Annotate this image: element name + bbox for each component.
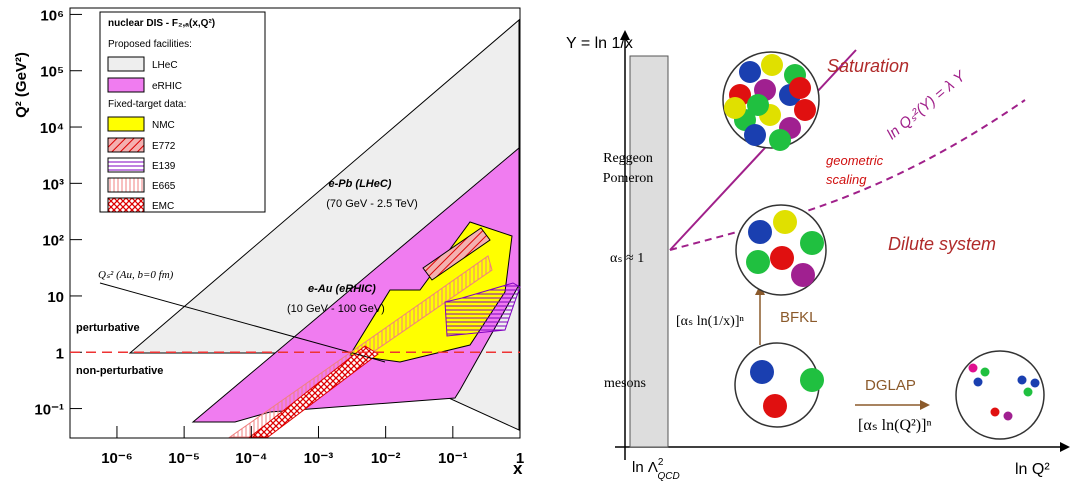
dglap-label: DGLAP	[865, 377, 916, 394]
y-tick-label: 1	[56, 345, 64, 362]
parton	[773, 210, 797, 234]
left-plot: nuclear DIS - F₂,ₐ(x,Q²) Proposed facili…	[13, 7, 524, 478]
parton	[744, 124, 766, 146]
dglap-term: [αₛ ln(Q²)]ⁿ	[858, 417, 932, 434]
legend-swatch	[107, 77, 145, 93]
saturation-line-label: ln Qₛ²(Y) = λ Y	[884, 67, 970, 143]
y-axis-label: Y = ln 1/x	[566, 35, 633, 52]
parton	[748, 220, 772, 244]
y-tick-label: 10⁻¹	[34, 402, 64, 419]
erhic-region	[191, 146, 520, 423]
bar-label: mesons	[604, 376, 646, 391]
parton	[770, 246, 794, 270]
legend-label: E139	[152, 161, 176, 172]
parton	[750, 360, 774, 384]
bar-label: αₛ ≈ 1	[610, 251, 644, 266]
parton	[747, 94, 769, 116]
x-tick-label: 10⁻⁵	[168, 450, 200, 467]
x-tick-label: 10⁻³	[304, 450, 334, 467]
legend-label: eRHIC	[152, 81, 182, 92]
legend-swatch	[107, 56, 145, 72]
parton	[1023, 387, 1033, 397]
emc-region	[248, 345, 379, 438]
parton	[794, 99, 816, 121]
y-tick-label: 10⁶	[40, 7, 64, 24]
legend-label: LHeC	[152, 60, 178, 71]
parton	[1030, 378, 1040, 388]
x-axis-label: ln Q²	[1015, 461, 1050, 478]
annotation: (70 GeV - 2.5 TeV)	[326, 198, 418, 210]
region-label: Saturation	[827, 56, 909, 76]
region-label: Dilute system	[888, 234, 996, 254]
parton	[990, 407, 1000, 417]
legend-swatch	[107, 157, 145, 173]
y-tick-label: 10⁵	[40, 64, 64, 81]
x-tick-label: 10⁻⁴	[235, 450, 267, 467]
annotation: (10 GeV - 100 GeV)	[287, 303, 385, 315]
parton	[1017, 375, 1027, 385]
legend-swatch	[107, 197, 145, 213]
legend-group: Fixed-target data:	[108, 99, 186, 110]
x-tick-label: 10⁻⁶	[101, 450, 133, 467]
parton	[724, 97, 746, 119]
parton	[968, 363, 978, 373]
annotation: non-perturbative	[76, 365, 163, 377]
e665-region	[228, 255, 493, 438]
parton	[980, 367, 990, 377]
parton	[746, 250, 770, 274]
legend-swatch	[107, 116, 145, 132]
parton	[769, 129, 791, 151]
legend-label: NMC	[152, 120, 175, 131]
parton	[800, 231, 824, 255]
annotation: perturbative	[76, 322, 140, 334]
bar-label: Pomeron	[603, 171, 654, 186]
bfkl-term: [αₛ ln(1/x)]ⁿ	[676, 314, 744, 329]
resolved-proton	[955, 350, 1045, 440]
x-tick-label: 10⁻¹	[438, 450, 468, 467]
parton	[739, 61, 761, 83]
annotation: Qₛ² (Au, b=0 fm)	[98, 269, 174, 281]
legend-label: E772	[152, 141, 176, 152]
qs-pointer	[99, 282, 386, 363]
meson-bar	[629, 55, 669, 448]
legend-title: nuclear DIS - F₂,ₐ(x,Q²)	[108, 18, 215, 29]
legend-swatch	[107, 137, 145, 153]
scaling-line	[669, 99, 1026, 251]
legend-swatch	[107, 177, 145, 193]
legend-group: Proposed facilities:	[108, 39, 192, 50]
bar-label: Reggeon	[603, 151, 653, 166]
right-diagram: Y = ln 1/x ln Q² ln Λ2 QCD Reggeon Pomero…	[566, 30, 1070, 482]
parton	[763, 394, 787, 418]
x-tick-label: 1	[516, 450, 524, 467]
legend-label: EMC	[152, 201, 174, 212]
parton	[973, 377, 983, 387]
y-axis-label: Q² (GeV²)	[13, 52, 30, 118]
saturation-line	[669, 49, 857, 251]
arrowhead	[920, 400, 930, 410]
legend-label: E665	[152, 181, 176, 192]
e139-region	[444, 282, 521, 337]
y-tick-label: 10³	[42, 176, 64, 193]
e772-region	[422, 227, 491, 281]
scaling-label: scaling	[826, 172, 867, 187]
y-tick-label: 10⁴	[40, 120, 64, 137]
arrowhead	[1060, 442, 1070, 452]
y-tick-label: 10	[47, 289, 64, 306]
parton	[800, 368, 824, 392]
parton	[791, 263, 815, 287]
arrowhead	[620, 30, 630, 40]
x-tick-label: 10⁻²	[371, 450, 401, 467]
bfkl-label: BFKL	[780, 309, 818, 326]
annotation: e-Au (eRHIC)	[308, 283, 376, 295]
y-tick-label: 10²	[42, 233, 64, 250]
parton	[761, 54, 783, 76]
x0-label: ln Λ2 QCD	[632, 457, 680, 482]
x-axis-label: x	[513, 459, 523, 478]
parton	[789, 77, 811, 99]
scaling-label: geometric	[826, 153, 884, 168]
annotation: e-Pb (LHeC)	[329, 178, 392, 190]
parton	[1003, 411, 1013, 421]
